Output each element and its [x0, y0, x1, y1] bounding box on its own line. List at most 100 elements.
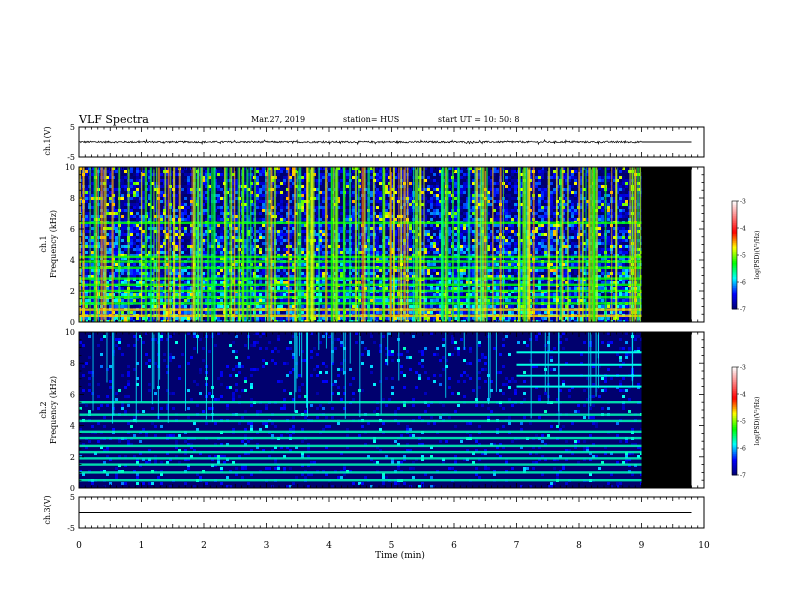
- spectrogram-cell: [337, 272, 340, 275]
- spectrogram-cell: [109, 251, 112, 254]
- spectrogram-cell: [235, 197, 238, 200]
- spectrogram-cell: [202, 206, 205, 209]
- spectrogram-cell: [124, 227, 127, 230]
- spectrogram-cell: [250, 188, 253, 191]
- spectrogram-cell: [211, 179, 214, 182]
- spectrogram-cell: [244, 254, 247, 257]
- spectrogram-cell: [280, 293, 283, 296]
- spectrogram-cell: [292, 242, 295, 245]
- spectrogram-cell: [220, 188, 223, 191]
- spectrogram-cell: [292, 203, 295, 206]
- spectrogram-cell: [208, 197, 211, 200]
- spectrogram-cell: [289, 242, 292, 245]
- spectrogram-cell: [91, 275, 94, 278]
- spectrogram-cell: [148, 224, 151, 227]
- spectrogram-cell: [181, 281, 184, 284]
- spectrogram-cell: [220, 257, 223, 260]
- spectrogram-cell: [106, 179, 109, 182]
- spectrogram-cell: [88, 179, 91, 182]
- spectrogram-cell: [262, 320, 265, 322]
- spectrogram-cell: [184, 179, 187, 182]
- spectrogram-cell: [277, 215, 280, 218]
- spectrogram-cell: [187, 209, 190, 212]
- spectrogram-cell: [181, 275, 184, 278]
- spectrogram-cell: [265, 242, 268, 245]
- spectrogram-cell: [133, 233, 136, 236]
- spectrogram-cell: [187, 227, 190, 230]
- spectrogram-cell: [166, 317, 169, 320]
- spectrogram-cell: [133, 239, 136, 242]
- spectrogram-cell: [121, 281, 124, 284]
- spectrogram-cell: [262, 185, 265, 188]
- spectrogram-cell: [154, 227, 157, 230]
- spectrogram-cell: [352, 212, 355, 215]
- spectrogram-cell: [244, 212, 247, 215]
- spectrogram-cell: [187, 218, 190, 221]
- spectrogram-cell: [211, 173, 214, 176]
- spectrogram-cell: [295, 209, 298, 212]
- spectrogram-cell: [262, 257, 265, 260]
- spectrogram-cell: [232, 275, 235, 278]
- spectrogram-cell: [202, 176, 205, 179]
- spectrogram-cell: [232, 248, 235, 251]
- spectrogram-cell: [115, 197, 118, 200]
- spectrogram-cell: [88, 293, 91, 296]
- spectrogram-cell: [151, 215, 154, 218]
- spectrogram-cell: [283, 212, 286, 215]
- spectrogram-cell: [235, 209, 238, 212]
- spectrogram-cell: [106, 200, 109, 203]
- spectrogram-cell: [232, 179, 235, 182]
- spectrogram-cell: [256, 269, 259, 272]
- spectrogram-cell: [256, 320, 259, 322]
- spectrogram-cell: [151, 272, 154, 275]
- spectrogram-cell: [187, 191, 190, 194]
- spectrogram-cell: [232, 257, 235, 260]
- spectrogram-cell: [121, 305, 124, 308]
- spectrogram-cell: [130, 215, 133, 218]
- spectrogram-cell: [187, 206, 190, 209]
- spectrogram-cell: [124, 305, 127, 308]
- spectrogram-cell: [265, 263, 268, 266]
- spectrogram-cell: [244, 227, 247, 230]
- spectrogram-cell: [190, 203, 193, 206]
- spectrogram-cell: [346, 245, 349, 248]
- spectrogram-cell: [202, 173, 205, 176]
- spectrogram-cell: [184, 197, 187, 200]
- spectrogram-cell: [319, 188, 322, 191]
- spectrogram-cell: [346, 281, 349, 284]
- spectrogram-cell: [148, 245, 151, 248]
- spectrogram-cell: [244, 287, 247, 290]
- spectrogram-cell: [277, 191, 280, 194]
- spectrogram-cell: [220, 272, 223, 275]
- spectrogram-cell: [85, 194, 88, 197]
- spectrogram-cell: [211, 317, 214, 320]
- spectrogram-cell: [295, 254, 298, 257]
- spectrogram-cell: [232, 230, 235, 233]
- spectrogram-cell: [130, 269, 133, 272]
- spectrogram-cell: [109, 305, 112, 308]
- spectrogram-cell: [166, 230, 169, 233]
- spectrogram-cell: [142, 200, 145, 203]
- spectrogram-cell: [250, 176, 253, 179]
- spectrogram-image: [79, 167, 692, 322]
- spectrogram-cell: [235, 173, 238, 176]
- spectrogram-cell: [115, 251, 118, 254]
- spectrogram-cell: [130, 242, 133, 245]
- spectrogram-cell: [259, 239, 262, 242]
- spectrogram-cell: [316, 200, 319, 203]
- spectrogram-cell: [106, 248, 109, 251]
- spectrogram-cell: [244, 263, 247, 266]
- spectrogram-cell: [190, 242, 193, 245]
- spectrogram-cell: [235, 236, 238, 239]
- spectrogram-cell: [244, 239, 247, 242]
- spectrogram-cell: [256, 239, 259, 242]
- spectrogram-cell: [328, 206, 331, 209]
- spectrogram-cell: [286, 227, 289, 230]
- spectrogram-cell: [211, 212, 214, 215]
- spectrogram-cell: [346, 242, 349, 245]
- spectrogram-cell: [115, 263, 118, 266]
- spectrogram-cell: [190, 218, 193, 221]
- spectrogram-cell: [220, 305, 223, 308]
- spectrogram-cell: [130, 317, 133, 320]
- spectrogram-cell: [235, 257, 238, 260]
